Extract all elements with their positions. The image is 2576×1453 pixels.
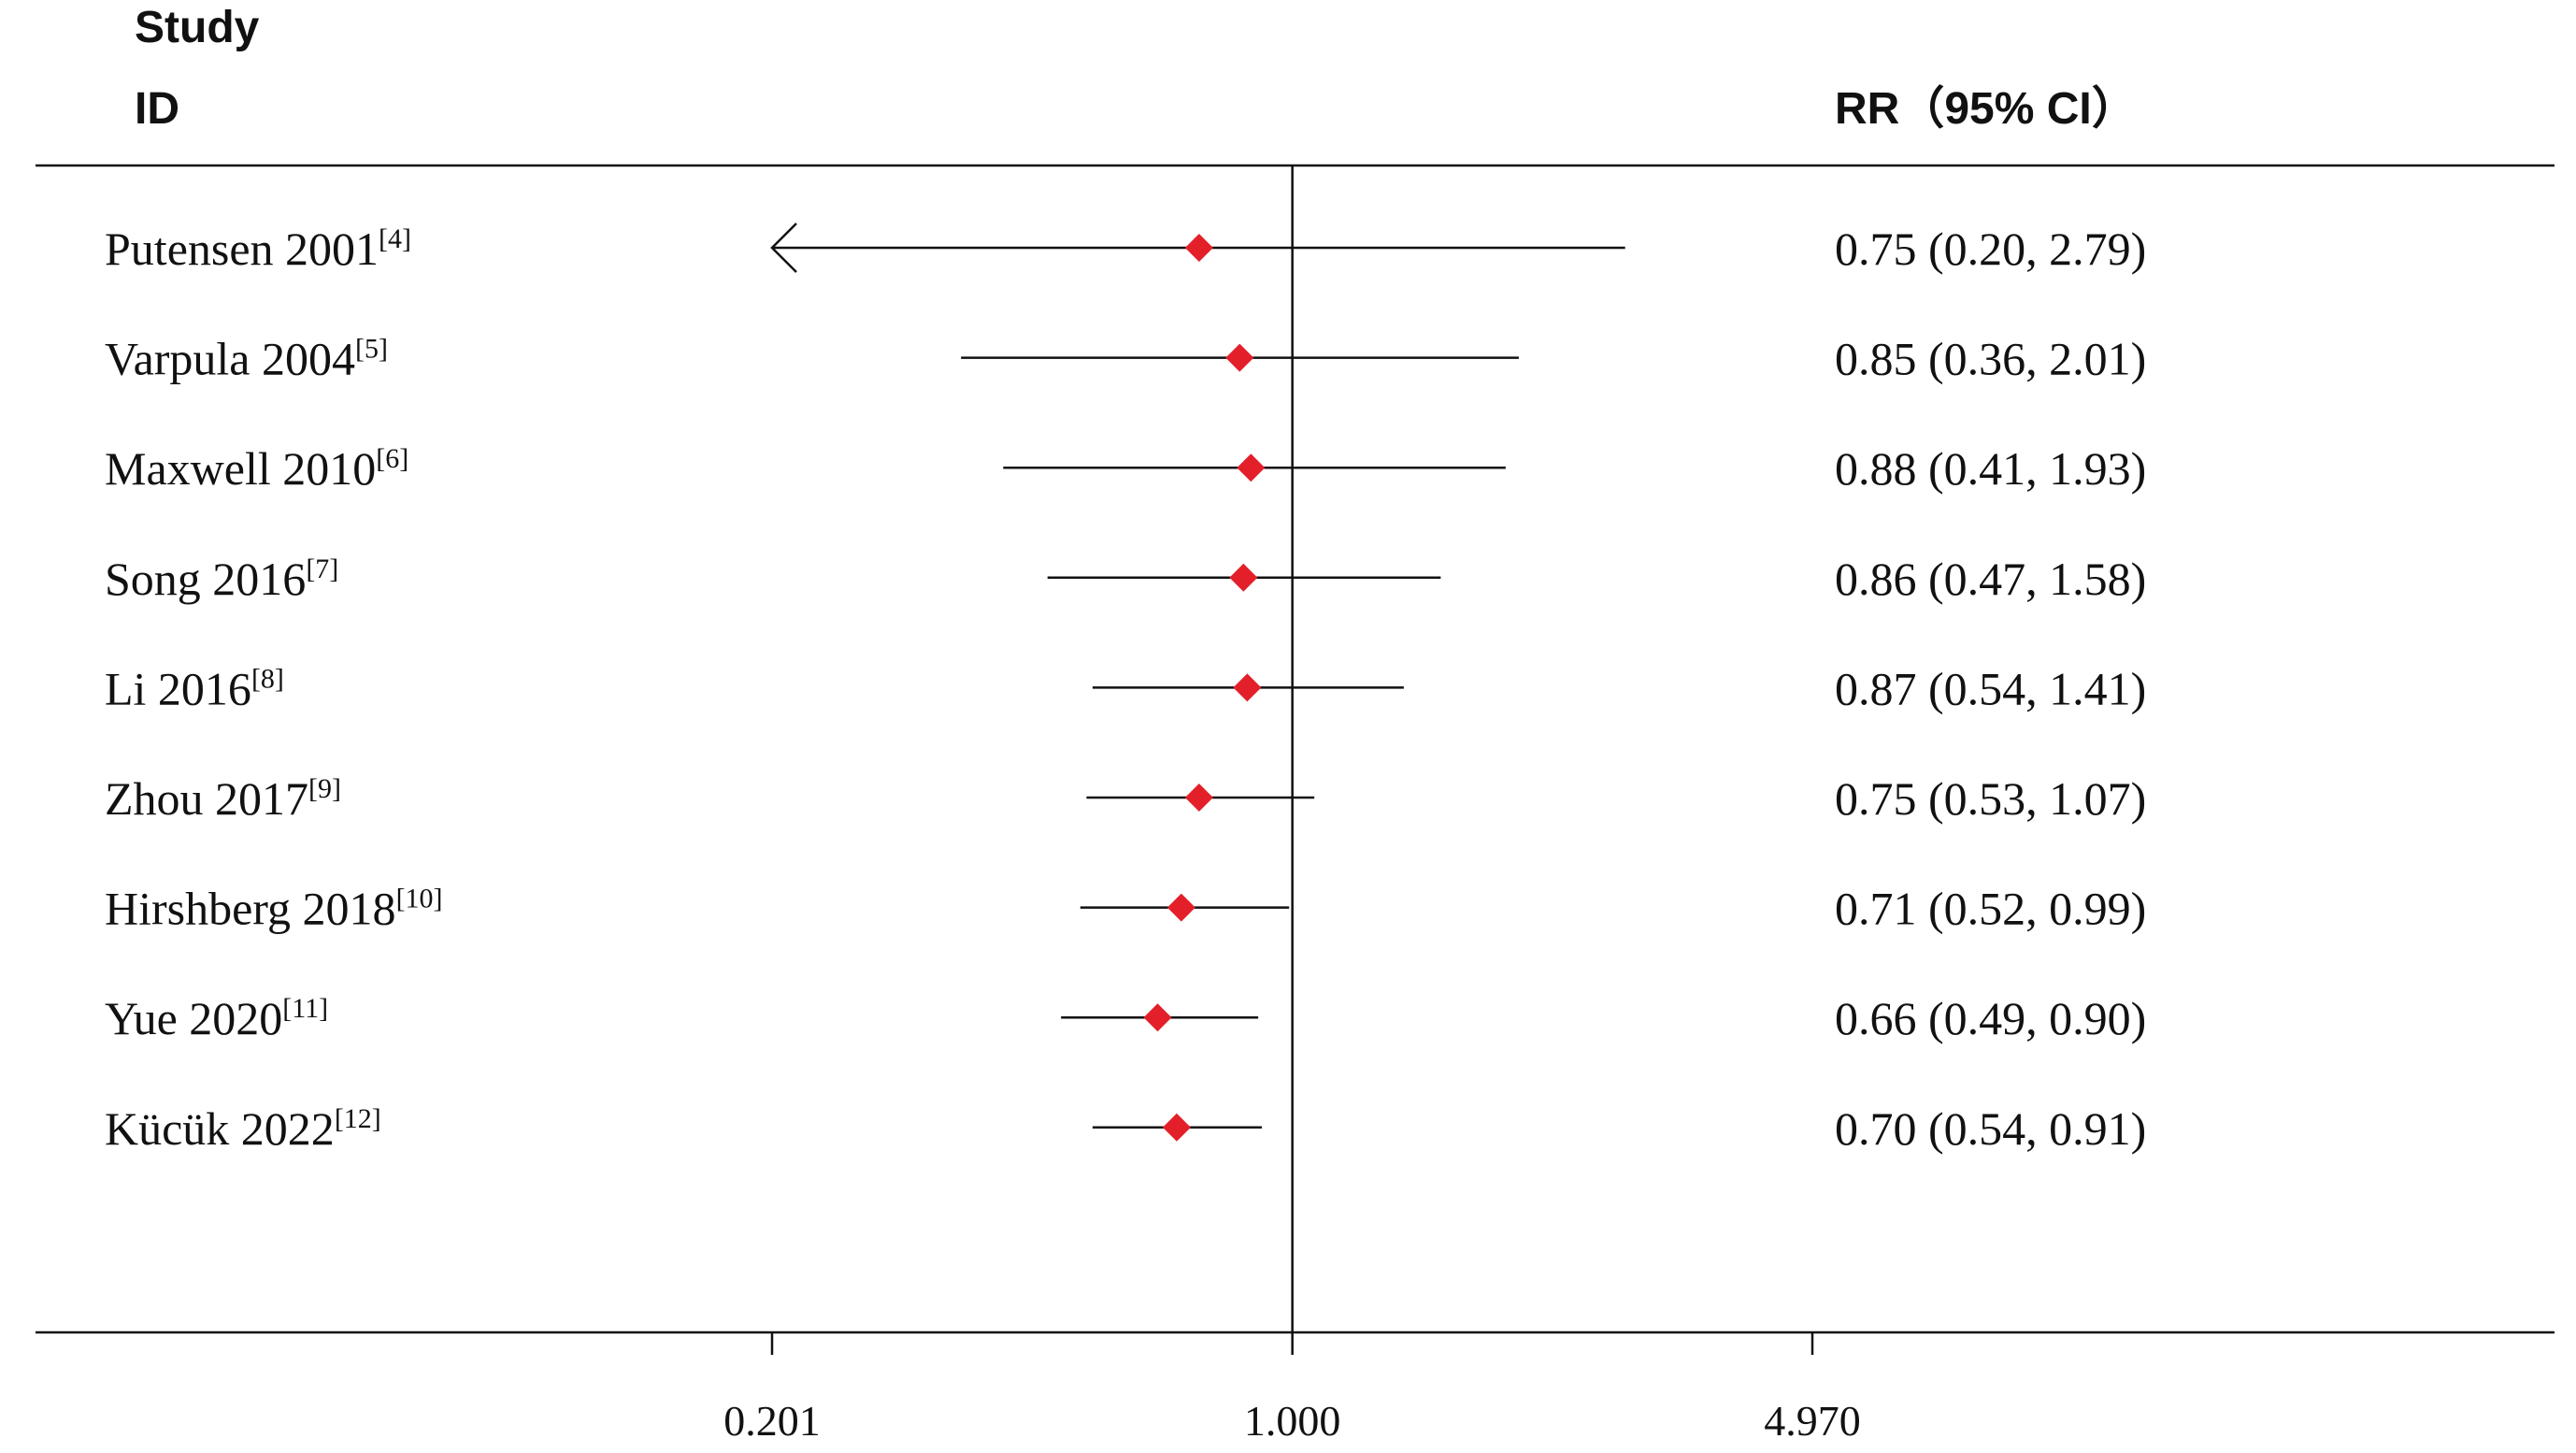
ci-truncation-arrow — [770, 223, 797, 273]
study-label: Kücük 2022[12] — [105, 1102, 381, 1155]
study-label: Putensen 2001[4] — [105, 223, 411, 275]
study-label: Hirshberg 2018[10] — [105, 883, 443, 935]
rr-ci-value: 0.86 (0.47, 1.58) — [1835, 553, 2146, 605]
rr-ci-value: 0.75 (0.20, 2.79) — [1835, 223, 2146, 275]
study-reference: [12] — [335, 1103, 381, 1134]
study-reference: [10] — [396, 884, 443, 914]
study-row: Kücük 2022[12] 0.70 (0.54, 0.91) — [105, 1102, 2146, 1155]
axis-tick-label: 4.970 — [1764, 1397, 1861, 1445]
study-row: Varpula 2004[5] 0.85 (0.36, 2.01) — [105, 333, 2146, 385]
point-estimate-marker — [1237, 453, 1266, 482]
study-row: Maxwell 2010[6] 0.88 (0.41, 1.93) — [105, 442, 2146, 495]
rr-ci-value: 0.66 (0.49, 0.90) — [1835, 992, 2146, 1044]
study-name: Kücük 2022 — [105, 1102, 335, 1155]
rr-ci-value: 0.70 (0.54, 0.91) — [1835, 1102, 2146, 1155]
study-label: Varpula 2004[5] — [105, 333, 388, 385]
rr-ci-value: 0.71 (0.52, 0.99) — [1835, 883, 2146, 935]
study-name: Maxwell 2010 — [105, 442, 376, 495]
study-label: Maxwell 2010[6] — [105, 442, 408, 495]
study-label: Song 2016[7] — [105, 553, 338, 605]
study-row: Zhou 2017[9] 0.75 (0.53, 1.07) — [105, 772, 2146, 825]
study-row: Hirshberg 2018[10] 0.71 (0.52, 0.99) — [105, 883, 2146, 935]
header-rr-ci: RR（95% CI） — [1835, 84, 2137, 134]
study-name: Li 2016 — [105, 662, 251, 714]
study-name: Hirshberg 2018 — [105, 883, 396, 935]
rr-ci-value: 0.87 (0.54, 1.41) — [1835, 662, 2146, 714]
rr-ci-value: 0.75 (0.53, 1.07) — [1835, 772, 2146, 825]
study-label: Li 2016[8] — [105, 662, 284, 714]
study-reference: [9] — [308, 773, 341, 804]
header-id: ID — [135, 84, 179, 134]
point-estimate-marker — [1184, 234, 1213, 262]
rr-ci-value: 0.88 (0.41, 1.93) — [1835, 442, 2146, 495]
study-name: Song 2016 — [105, 553, 306, 605]
study-name: Varpula 2004 — [105, 333, 355, 385]
axis-tick-label: 0.201 — [723, 1397, 821, 1445]
point-estimate-marker — [1233, 673, 1262, 702]
study-row: Song 2016[7] 0.86 (0.47, 1.58) — [105, 553, 2146, 605]
study-row: Yue 2020[11] 0.66 (0.49, 0.90) — [105, 992, 2146, 1044]
header-study: Study — [135, 3, 260, 52]
study-reference: [6] — [376, 443, 408, 474]
point-estimate-marker — [1225, 343, 1254, 372]
point-estimate-marker — [1166, 893, 1195, 922]
study-reference: [5] — [355, 334, 388, 365]
study-reference: [7] — [306, 554, 338, 584]
study-label: Zhou 2017[9] — [105, 772, 341, 825]
study-name: Putensen 2001 — [105, 223, 379, 275]
study-reference: [11] — [282, 993, 328, 1024]
point-estimate-marker — [1229, 563, 1258, 592]
study-name: Zhou 2017 — [105, 772, 308, 825]
axis-tick-label: 1.000 — [1244, 1397, 1341, 1445]
study-reference: [4] — [379, 223, 411, 254]
study-label: Yue 2020[11] — [105, 992, 328, 1044]
point-estimate-marker — [1162, 1113, 1191, 1142]
point-estimate-marker — [1184, 784, 1213, 812]
study-row: Putensen 2001[4] 0.75 (0.20, 2.79) — [105, 223, 2146, 275]
study-reference: [8] — [251, 663, 284, 694]
point-estimate-marker — [1143, 1003, 1172, 1032]
study-row: Li 2016[8] 0.87 (0.54, 1.41) — [105, 662, 2146, 714]
study-name: Yue 2020 — [105, 992, 282, 1044]
rr-ci-value: 0.85 (0.36, 2.01) — [1835, 333, 2146, 385]
